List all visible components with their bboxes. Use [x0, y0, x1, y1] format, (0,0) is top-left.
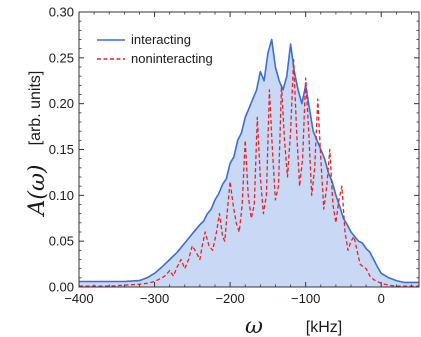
y-tick-label: 0.20	[49, 96, 74, 111]
x-tick-label: −200	[215, 291, 244, 306]
y-tick-label: 0.30	[49, 5, 74, 20]
y-tick-label: 0.10	[49, 188, 74, 203]
y-tick-label: 0.25	[49, 50, 74, 65]
series-line-interacting	[79, 38, 419, 284]
x-tick-label: −100	[291, 291, 320, 306]
legend-label-interacting: interacting	[131, 32, 191, 47]
legend-label-noninteracting: noninteracting	[131, 51, 213, 66]
x-axis-symbol: ω	[245, 314, 263, 337]
y-axis-label: A(ω) [arb. units]	[25, 71, 50, 218]
y-axis-symbol: A(ω)	[25, 165, 50, 218]
legend: interacting noninteracting	[97, 32, 213, 66]
y-tick-label: 0.00	[49, 280, 74, 295]
interacting-area-fill	[79, 39, 419, 287]
x-tick-label: −400	[64, 291, 93, 306]
x-tick-label: 0	[378, 291, 385, 306]
y-tick-label: 0.15	[49, 142, 74, 157]
y-axis-unit: [arb. units]	[27, 71, 44, 146]
x-axis-label: ω [kHz]	[245, 314, 342, 337]
x-tick-label: −300	[140, 291, 169, 306]
axis-ticks: −400 −300 −200 −100 0 0.00 0.05 0.10 0.15 0.20 0.2…	[49, 5, 419, 306]
interacting-area	[79, 39, 419, 287]
y-tick-label: 0.05	[49, 234, 74, 249]
series-line-noninteracting	[79, 59, 419, 287]
series-lines	[79, 38, 419, 287]
x-axis-unit: [kHz]	[306, 319, 342, 336]
